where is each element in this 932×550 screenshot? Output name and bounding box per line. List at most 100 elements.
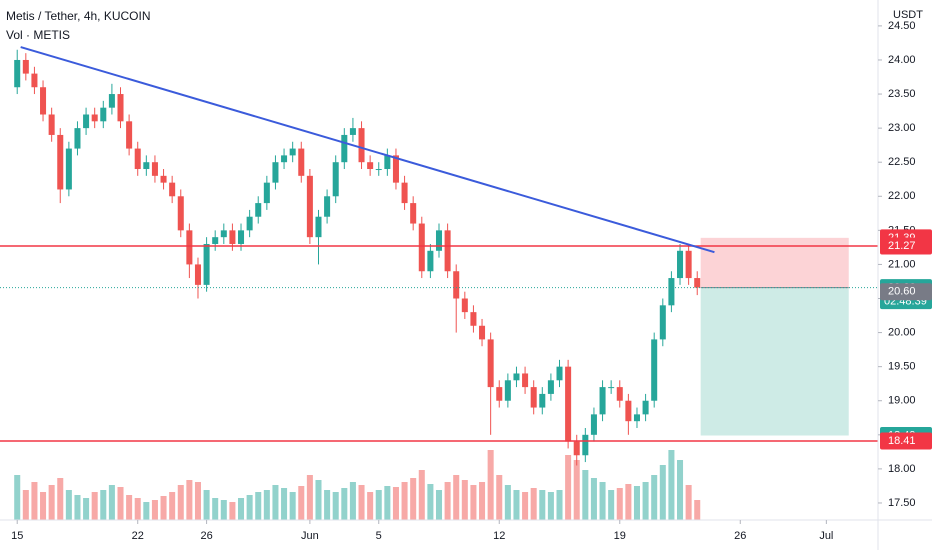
volume-bar bbox=[616, 488, 623, 520]
volume-bar bbox=[272, 485, 279, 520]
candle-body bbox=[177, 196, 184, 231]
volume-bar bbox=[341, 488, 348, 520]
volume-bar bbox=[470, 485, 477, 520]
candle-body bbox=[556, 366, 563, 381]
trendline bbox=[20, 46, 715, 254]
volume-bar bbox=[401, 482, 408, 520]
volume-bar bbox=[238, 498, 245, 520]
candle-body bbox=[599, 387, 606, 415]
volume-bar bbox=[263, 490, 270, 520]
volume-bar bbox=[685, 485, 692, 520]
plot-area bbox=[0, 46, 878, 520]
volume-bar bbox=[427, 484, 434, 520]
x-tick-label: 5 bbox=[376, 530, 382, 542]
candle-body bbox=[108, 94, 115, 108]
volume-bar bbox=[203, 490, 210, 520]
candle-body bbox=[642, 400, 649, 415]
candle-body bbox=[298, 148, 305, 176]
volume-bar bbox=[565, 455, 572, 520]
volume-bar bbox=[100, 490, 107, 520]
volume-bar bbox=[151, 500, 158, 520]
volume-bar bbox=[599, 482, 606, 520]
volume-bar bbox=[677, 460, 684, 520]
chart-title: Metis / Tether, 4h, KUCOIN bbox=[6, 9, 151, 23]
volume-bar bbox=[91, 492, 98, 520]
x-tick-label: 15 bbox=[11, 530, 23, 542]
volume-bar bbox=[31, 482, 38, 520]
volume-bar bbox=[324, 490, 331, 520]
candle-body bbox=[668, 278, 675, 306]
price-tag bbox=[880, 432, 932, 450]
candle-body bbox=[530, 387, 537, 408]
candle-body bbox=[186, 230, 193, 265]
candle-body bbox=[332, 162, 339, 197]
candle-body bbox=[246, 216, 253, 231]
volume-bar bbox=[444, 482, 451, 520]
y-tick-label: 21.00 bbox=[888, 258, 916, 270]
candle-body bbox=[487, 339, 494, 388]
y-tick-label: 19.00 bbox=[888, 395, 916, 407]
candle-body bbox=[83, 114, 90, 129]
candle-body bbox=[392, 155, 399, 183]
volume-bar bbox=[513, 490, 520, 520]
price-tag bbox=[880, 237, 932, 255]
volume-bar bbox=[375, 490, 382, 520]
candle-body bbox=[504, 380, 511, 401]
candle-body bbox=[74, 128, 81, 149]
candle-body bbox=[513, 373, 520, 381]
volume-bar bbox=[126, 495, 133, 520]
volume-bar bbox=[332, 492, 339, 520]
volume-bar bbox=[504, 485, 511, 520]
volume-bar bbox=[659, 465, 666, 520]
volume-bar bbox=[108, 485, 115, 520]
candle-body bbox=[194, 264, 201, 285]
volume-bar bbox=[479, 482, 486, 520]
candle-body bbox=[289, 148, 296, 156]
candle-body bbox=[582, 434, 589, 456]
volume-bar bbox=[48, 485, 55, 520]
volume-bar bbox=[160, 496, 167, 520]
volume-bar bbox=[573, 460, 580, 520]
candle-body bbox=[117, 94, 124, 122]
y-tick-label: 24.00 bbox=[888, 54, 916, 66]
candle-body bbox=[65, 148, 72, 190]
candle-body bbox=[238, 230, 245, 244]
volume-bar bbox=[582, 470, 589, 520]
candle-body bbox=[306, 175, 313, 238]
volume-bar bbox=[556, 490, 563, 520]
candle-body bbox=[272, 162, 279, 183]
y-tick-label: 22.50 bbox=[888, 156, 916, 168]
candle-body bbox=[590, 414, 597, 435]
candle-body bbox=[616, 387, 623, 401]
volume-bar bbox=[496, 475, 503, 520]
x-tick-label: 26 bbox=[200, 530, 212, 542]
volume-bar bbox=[625, 484, 632, 520]
candle-body bbox=[651, 339, 658, 401]
volume-bar bbox=[487, 450, 494, 520]
volume-label: Vol · METIS bbox=[6, 28, 70, 42]
volume-bar bbox=[590, 478, 597, 520]
volume-bar bbox=[229, 502, 236, 520]
volume-bar bbox=[14, 475, 21, 520]
target-zone bbox=[700, 287, 849, 436]
candle-body bbox=[633, 414, 640, 422]
volume-bar bbox=[418, 470, 425, 520]
candle-body bbox=[281, 155, 288, 163]
price-tag-label: 20.60 bbox=[888, 286, 916, 298]
volume-bar bbox=[177, 485, 184, 520]
x-tick-label: 12 bbox=[493, 530, 505, 542]
candle-body bbox=[496, 387, 503, 401]
volume-bar bbox=[694, 500, 701, 520]
volume-bar bbox=[453, 475, 460, 520]
candle-body bbox=[169, 182, 176, 197]
volume-bar bbox=[410, 478, 417, 520]
candle-body bbox=[547, 380, 554, 394]
candle-body bbox=[608, 387, 615, 389]
price-tag-label: 21.27 bbox=[888, 240, 916, 252]
candle-body bbox=[324, 196, 331, 217]
volume-bar bbox=[384, 486, 391, 520]
candle-body bbox=[341, 134, 348, 163]
candle-body bbox=[14, 59, 21, 88]
